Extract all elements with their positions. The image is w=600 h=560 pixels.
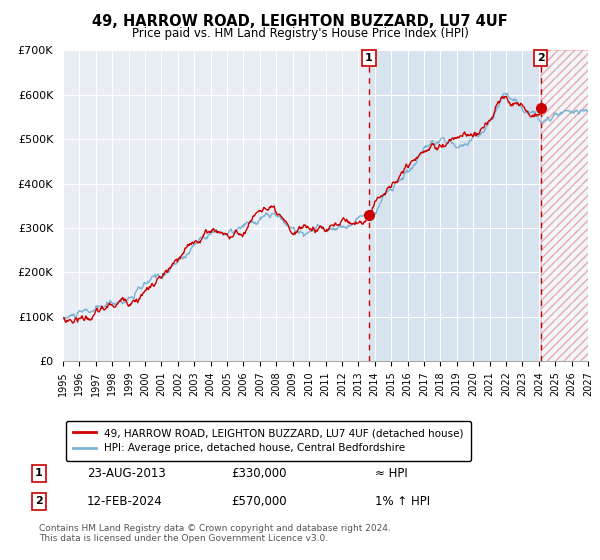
Text: 2: 2 [537,53,545,63]
Text: ≈ HPI: ≈ HPI [375,466,408,480]
Text: Contains HM Land Registry data © Crown copyright and database right 2024.
This d: Contains HM Land Registry data © Crown c… [39,524,391,543]
Text: £570,000: £570,000 [231,494,287,508]
Text: 12-FEB-2024: 12-FEB-2024 [87,494,163,508]
Bar [541,50,588,361]
Legend: 49, HARROW ROAD, LEIGHTON BUZZARD, LU7 4UF (detached house), HPI: Average price,: 49, HARROW ROAD, LEIGHTON BUZZARD, LU7 4… [65,421,471,460]
Text: 23-AUG-2013: 23-AUG-2013 [87,466,166,480]
Text: 49, HARROW ROAD, LEIGHTON BUZZARD, LU7 4UF: 49, HARROW ROAD, LEIGHTON BUZZARD, LU7 4… [92,14,508,29]
Bar [369,50,541,361]
Text: 1: 1 [35,468,43,478]
Text: 2: 2 [35,496,43,506]
Text: 1% ↑ HPI: 1% ↑ HPI [375,494,430,508]
Text: £330,000: £330,000 [231,466,287,480]
Text: 1: 1 [365,53,373,63]
Bar [541,50,588,361]
Text: Price paid vs. HM Land Registry's House Price Index (HPI): Price paid vs. HM Land Registry's House … [131,27,469,40]
